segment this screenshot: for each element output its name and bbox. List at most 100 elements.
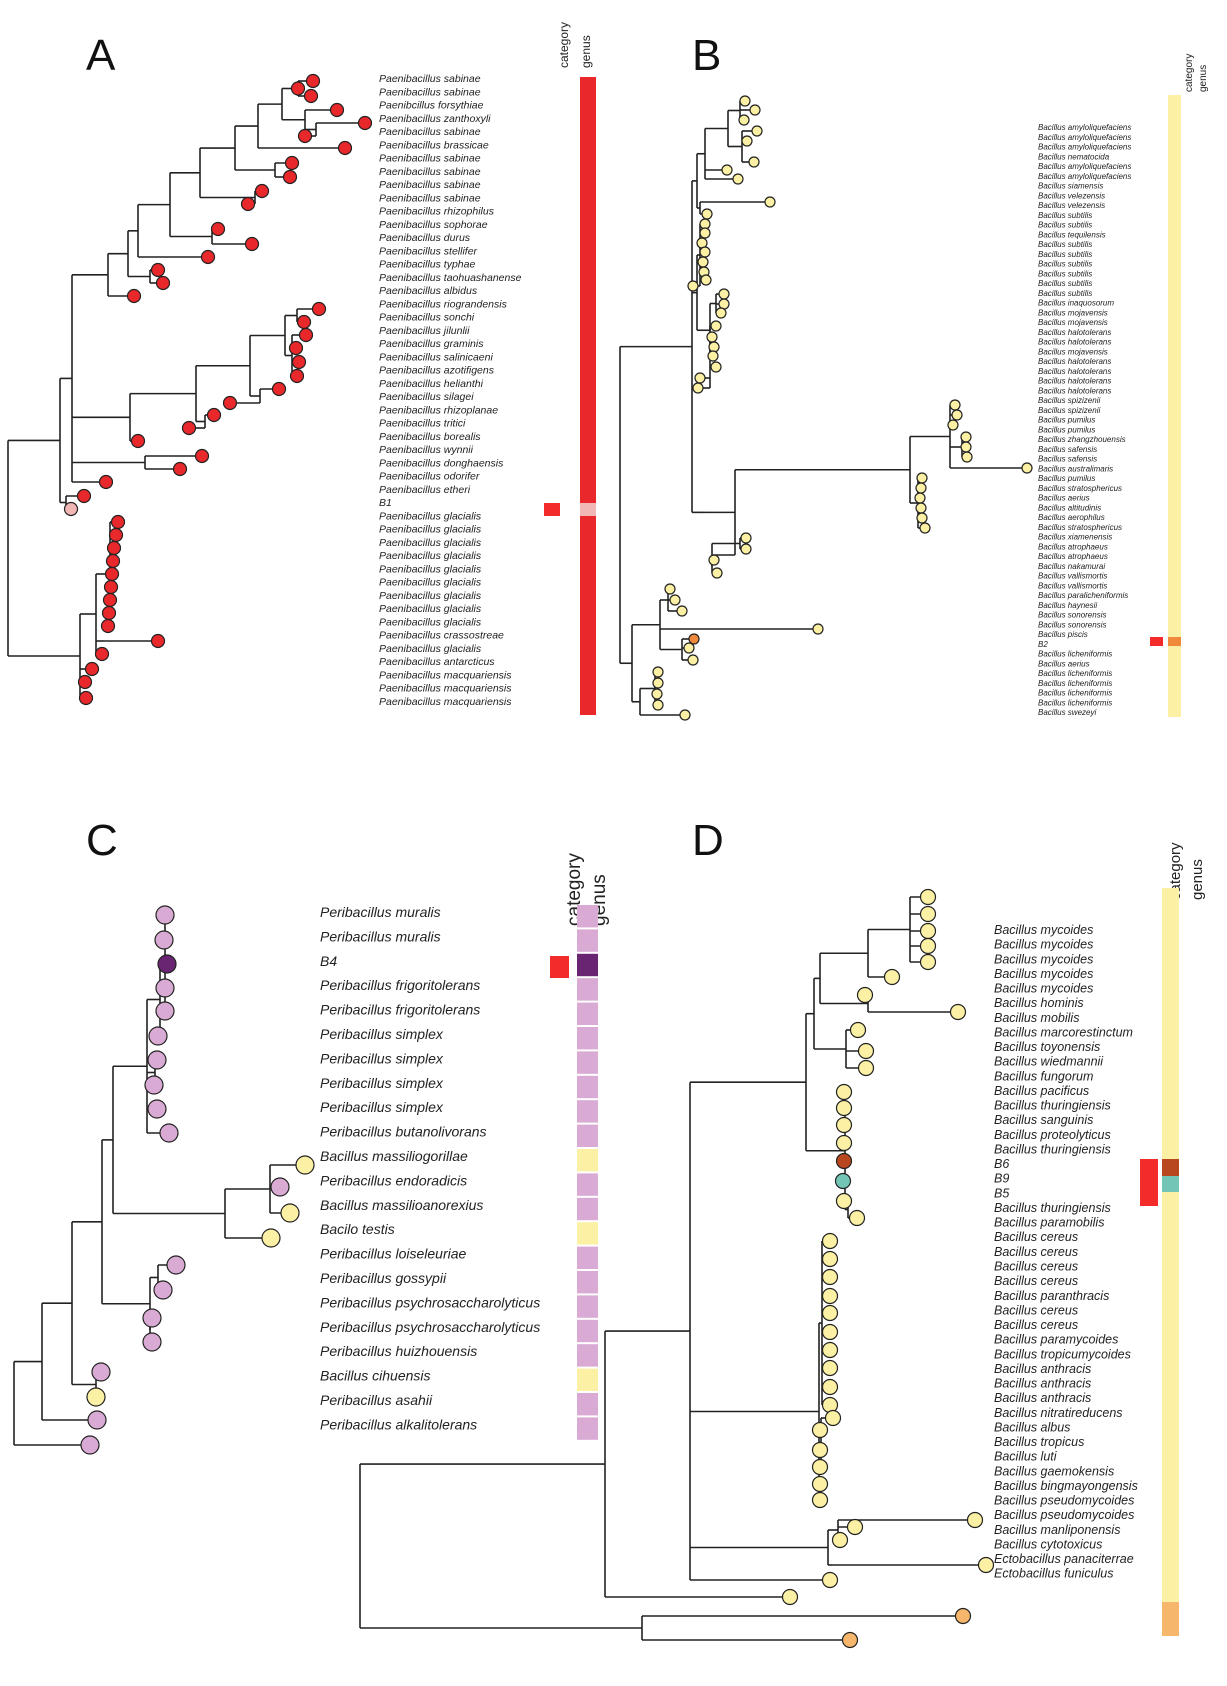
panel-a-tip-node	[244, 236, 260, 252]
panel-d-taxon-label: Bacillus paramobilis	[994, 1216, 1104, 1230]
panel-a-taxon-label: Paenibacillus azotifigens	[379, 365, 495, 377]
panel-b-taxon-label: Bacillus subtilis	[1038, 250, 1092, 259]
panel-c-taxon-label: Peribacillus gossypii	[320, 1270, 447, 1286]
panel-b-tip-node	[683, 642, 695, 654]
panel-a-tip-node	[297, 128, 313, 144]
panel-b-taxon-label: Bacillus stratosphericus	[1038, 484, 1122, 493]
panel-d-tip-node	[821, 1378, 839, 1396]
panel-c-tip-node	[153, 1280, 173, 1300]
panel-d-tip-node	[919, 937, 937, 955]
panel-a-tip-node	[150, 262, 166, 278]
panel-b-taxon-label: Bacillus aerophilus	[1038, 513, 1105, 522]
panel-d-tip-node	[831, 1531, 849, 1549]
panel-b-tip-node	[694, 372, 706, 384]
panel-b-taxon-label: Bacillus halotolerans	[1038, 367, 1111, 376]
panel-a-taxon-label: Paenibacillus salinicaeni	[379, 351, 493, 363]
panel-c-taxon-label: Peribacillus muralis	[320, 928, 441, 944]
panel-c-genus-cell	[577, 1027, 598, 1050]
panel-c-tip-node	[280, 1203, 300, 1223]
panel-b-category-header: category	[1184, 54, 1195, 92]
panel-b-taxon-label: Bacillus swezeyi	[1038, 708, 1096, 717]
panel-c-genus-cell	[577, 1393, 598, 1416]
panel-b-taxon-label: Bacillus amyloliquefaciens	[1038, 133, 1131, 142]
panel-b-tip-node	[699, 227, 711, 239]
panel-b-taxon-label: Bacillus atrophaeus	[1038, 552, 1108, 561]
panel-d-taxon-label: Bacillus anthracis	[994, 1391, 1091, 1405]
panel-a-tip-node	[101, 605, 117, 621]
panel-b-taxon-label: Bacillus licheniformis	[1038, 679, 1112, 688]
panel-d-letter: D	[692, 816, 724, 865]
panel-b-tip-node	[914, 492, 926, 504]
panel-b-tip-node	[700, 274, 712, 286]
panel-d-tip-node	[856, 986, 874, 1004]
panel-c-tip-node	[80, 1435, 100, 1455]
panel-a-tip-node	[222, 395, 238, 411]
panel-d-tip-node	[846, 1518, 864, 1536]
panel-b-taxon-label: Bacillus xiamenensis	[1038, 533, 1112, 542]
panel-a-tip-node	[106, 540, 122, 556]
panel-a-taxon-label: Paenibacillus taohuashanense	[379, 272, 522, 284]
panel-c-tip-node	[87, 1410, 107, 1430]
panel-d-taxon-label: Bacillus sanguinis	[994, 1113, 1093, 1127]
panel-c-tip-node	[147, 1099, 167, 1119]
panel-a-tip-node	[102, 592, 118, 608]
panel-c-genus-cell	[577, 929, 598, 952]
panel-d-tip-node	[781, 1588, 799, 1606]
panel-c-tip-node	[159, 1123, 179, 1143]
panel-b-letter: B	[692, 31, 721, 80]
panel-a-tip-node	[150, 633, 166, 649]
panel-b-taxon-label: Bacillus halotolerans	[1038, 386, 1111, 395]
panel-c-taxon-label: Peribacillus simplex	[320, 1026, 444, 1042]
panel-b-taxon-label: Bacillus aerius	[1038, 494, 1090, 503]
panel-c-taxon-label: Peribacillus alkalitolerans	[320, 1416, 477, 1432]
panel-d-tip-node	[811, 1441, 829, 1459]
panel-d-tip-node	[811, 1421, 829, 1439]
panel-a-taxon-label: Paenibacillus sabinae	[379, 153, 481, 165]
panel-c-genus-cell	[577, 978, 598, 1001]
panel-d-genus-strip-b6	[1162, 1159, 1179, 1176]
panel-d-tip-node	[811, 1458, 829, 1476]
panel-a-taxon-label: Paenibacillus sabinae	[379, 73, 481, 85]
panel-b-tip-node	[679, 709, 691, 721]
panel-d-annotation-strips	[1140, 888, 1179, 1636]
panel-b-tip-node	[687, 280, 699, 292]
panel-b-tip-node	[701, 208, 713, 220]
panel-a-tip-node	[104, 566, 120, 582]
panel-c-category-b4	[550, 956, 569, 978]
panel-d-genus-strip-b9	[1162, 1176, 1179, 1192]
panel-b-taxon-label: Bacillus aerius	[1038, 659, 1090, 668]
panel-a-tip-node	[63, 501, 79, 517]
panel-a-tip-node	[94, 646, 110, 662]
panel-b-taxon-label: Bacillus nematocida	[1038, 152, 1110, 161]
panel-b-tip-node	[919, 522, 931, 534]
panel-d-taxon-label: Bacillus mycoides	[994, 982, 1093, 996]
panel-a-taxon-label: Paenibacillus sabinae	[379, 179, 481, 191]
panel-c-tip-node	[147, 1050, 167, 1070]
panel-b-taxon-label: Bacillus nakamurai	[1038, 562, 1105, 571]
panel-c-tip-node	[154, 930, 174, 950]
panel-c-labels: Peribacillus muralis Peribacillus muralis…	[320, 904, 540, 1432]
panel-a-tip-node	[357, 115, 373, 131]
panel-d-taxon-label: Bacillus cereus	[994, 1245, 1078, 1259]
panel-c-taxon-label: Peribacillus muralis	[320, 904, 441, 920]
panel-b-tip-node	[960, 441, 972, 453]
panel-a-taxon-label: Paenibacillus sabinae	[379, 192, 481, 204]
panel-a-taxon-label: Paenibcillus forsythiae	[379, 100, 484, 112]
panel-a-genus-header: genus	[579, 35, 593, 68]
panel-b-taxon-label: Bacillus pumilus	[1038, 474, 1095, 483]
panel-a-tip-node	[126, 288, 142, 304]
panel-c-genus-cell	[577, 1051, 598, 1074]
panel-c-genus-cell	[577, 1417, 598, 1440]
panel-a-taxon-label: Paenibacillus crassostreae	[379, 630, 504, 642]
panel-b-taxon-label: Bacillus paralicheniformis	[1038, 591, 1128, 600]
panel-c-genus-cell	[577, 1173, 598, 1196]
panel-a-tip-node	[130, 433, 146, 449]
panel-b-tip-node	[739, 95, 751, 107]
panel-d-tip-node	[835, 1083, 853, 1101]
panel-c-genus-cell	[577, 1271, 598, 1294]
panel-c-taxon-label: B4	[320, 953, 337, 969]
panel-a-tip-node	[254, 183, 270, 199]
panel-a-taxon-label: Paenibacillus macquariensis	[379, 669, 512, 681]
panel-d-taxon-label: Bacillus toyonensis	[994, 1040, 1100, 1054]
